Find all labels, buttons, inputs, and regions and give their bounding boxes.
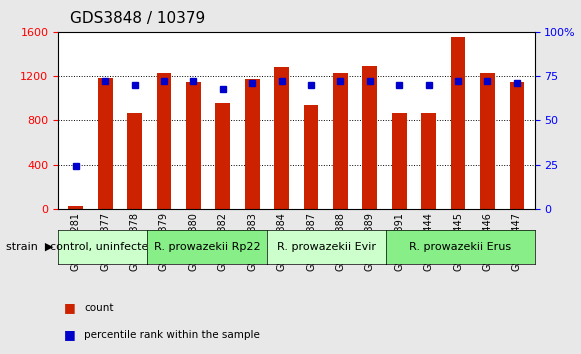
- Bar: [274, 67, 289, 209]
- Bar: [363, 66, 377, 209]
- Bar: [216, 103, 230, 209]
- Bar: [392, 113, 407, 209]
- Bar: [157, 73, 171, 209]
- Bar: [333, 73, 348, 209]
- Bar: [69, 206, 83, 209]
- Text: strain  ▶: strain ▶: [6, 242, 53, 252]
- Text: count: count: [84, 303, 114, 313]
- Bar: [127, 113, 142, 209]
- Bar: [98, 78, 113, 209]
- Bar: [510, 82, 524, 209]
- Text: R. prowazekii Erus: R. prowazekii Erus: [409, 242, 511, 252]
- Bar: [304, 105, 318, 209]
- Text: GDS3848 / 10379: GDS3848 / 10379: [70, 11, 205, 25]
- Text: ■: ■: [64, 328, 76, 341]
- Text: R. prowazekii Rp22: R. prowazekii Rp22: [153, 242, 260, 252]
- Bar: [421, 113, 436, 209]
- Bar: [245, 79, 260, 209]
- Text: control, uninfected: control, uninfected: [50, 242, 156, 252]
- Text: ■: ■: [64, 302, 76, 314]
- Bar: [186, 82, 200, 209]
- Text: percentile rank within the sample: percentile rank within the sample: [84, 330, 260, 339]
- Bar: [451, 38, 465, 209]
- Bar: [480, 73, 495, 209]
- Text: R. prowazekii Evir: R. prowazekii Evir: [277, 242, 375, 252]
